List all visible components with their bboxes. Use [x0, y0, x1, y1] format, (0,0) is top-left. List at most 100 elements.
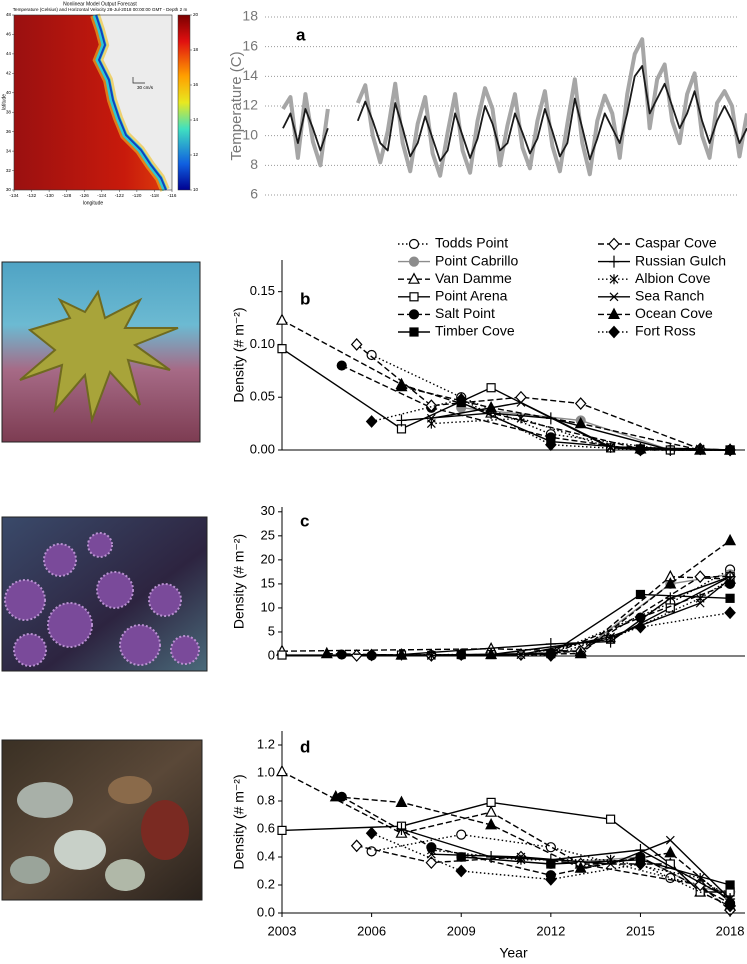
series-line	[356, 343, 731, 451]
y-tick-label: 25	[261, 527, 275, 542]
marker	[350, 338, 363, 351]
legend-marker	[408, 256, 420, 267]
colorbar-tick-label: 18	[193, 47, 199, 52]
y-tick-label: 12	[242, 97, 258, 113]
marker	[545, 842, 556, 853]
legend-entry: Van Damme	[398, 270, 512, 286]
marker	[665, 592, 676, 605]
legend-label: Van Damme	[435, 270, 512, 286]
y-tick-label: 14	[242, 67, 258, 83]
legend-label: Caspar Cove	[635, 235, 717, 251]
marker	[724, 533, 737, 546]
marker	[724, 443, 736, 457]
series-line	[371, 833, 731, 893]
marker	[694, 570, 707, 584]
y-axis-label: Density (# m⁻²)	[231, 774, 247, 869]
series-line	[431, 578, 731, 657]
map-y-tick-label: 44	[6, 51, 12, 56]
y-axis-label: Density (# m⁻²)	[231, 307, 247, 402]
x-tick-label: 2015	[626, 923, 655, 938]
legend-label: Fort Ross	[635, 323, 696, 339]
sea-star-photo	[1, 261, 201, 443]
map-scale: 30 cm/s	[137, 85, 154, 90]
marker	[396, 823, 407, 835]
legend-marker	[408, 309, 420, 320]
marker	[350, 649, 363, 662]
marker	[695, 593, 705, 604]
series-line	[281, 770, 731, 907]
legend-label: Russian Gulch	[635, 252, 726, 268]
marker	[425, 856, 438, 869]
colorbar-tick-label: 16	[193, 82, 199, 87]
map-x-tick-label: -116	[168, 193, 177, 198]
map-subtitle: Temperature (Celsius) and Horizontal Vel…	[13, 7, 188, 12]
marker	[486, 383, 496, 393]
y-tick-label: 16	[242, 37, 258, 53]
y-tick-label: 0.8	[257, 792, 275, 807]
y-tick-label: 10	[261, 599, 275, 614]
colorbar-tick-label: 20	[193, 12, 199, 17]
y-tick-label: 0.00	[250, 441, 275, 456]
legend-entry: Salt Point	[398, 305, 495, 321]
map-x-tick-label: -118	[150, 193, 159, 198]
marker	[365, 648, 378, 662]
series-line	[281, 37, 747, 178]
x-tick-label: 2006	[357, 923, 386, 938]
map-x-tick-label: -128	[62, 193, 72, 198]
urchin-photo	[1, 516, 208, 672]
x-axis-label: Year	[499, 945, 528, 961]
map-x-tick-label: -126	[80, 193, 90, 198]
y-tick-label: 0.2	[257, 876, 275, 891]
marker	[276, 764, 288, 777]
legend-entry: Todds Point	[398, 235, 508, 251]
map-x-label: longitude	[83, 200, 104, 206]
series-line	[371, 832, 731, 907]
legend-marker	[609, 292, 619, 302]
legend-entry: Albion Cove	[598, 270, 711, 286]
marker	[320, 646, 333, 659]
marker	[634, 620, 647, 634]
legend-marker	[608, 325, 620, 339]
legend-entry: Fort Ross	[598, 323, 696, 339]
legend-entry: Caspar Cove	[598, 235, 717, 251]
marker	[485, 400, 498, 413]
marker	[365, 415, 378, 428]
marker	[574, 416, 587, 429]
marker	[545, 438, 557, 452]
marker	[395, 795, 408, 807]
legend-marker	[609, 274, 619, 285]
marker	[425, 399, 438, 413]
y-tick-label: 0.0	[257, 904, 275, 919]
map-y-tick-label: 46	[6, 32, 12, 37]
marker	[545, 873, 557, 886]
legend-marker	[609, 255, 619, 268]
series-line	[282, 576, 731, 656]
map-title: Nonlinear Model Output Forecast	[63, 1, 137, 7]
y-axis-label: Density (# m⁻²)	[231, 534, 247, 629]
map-y-tick-label: 48	[6, 12, 12, 17]
x-tick-label: 2018	[716, 923, 745, 938]
legend-marker	[408, 238, 420, 250]
map-x-tick-label: -120	[132, 193, 142, 198]
abalone-photo	[1, 739, 203, 901]
series-line	[326, 540, 731, 656]
legend-entry: Point Cabrillo	[398, 252, 518, 268]
panel-label: b	[300, 289, 310, 308]
marker	[456, 852, 466, 862]
map: Nonlinear Model Output Forecast Temperat…	[1, 1, 191, 206]
marker	[606, 442, 616, 452]
colorbar	[177, 14, 191, 191]
legend-marker	[608, 237, 620, 251]
marker	[485, 818, 498, 830]
map-x-tick-label: -132	[27, 193, 37, 198]
marker	[455, 864, 468, 878]
sea-star	[19, 289, 179, 424]
colorbar-tick-label: 12	[193, 152, 199, 157]
map-x-tick-label: -130	[45, 193, 55, 198]
y-tick-label: 0.4	[257, 848, 275, 863]
marker	[277, 825, 287, 836]
legend-entry: Sea Ranch	[598, 288, 704, 304]
marker	[634, 857, 647, 871]
y-tick-label: 1.2	[257, 736, 275, 751]
map-y-tick-label: 30	[6, 187, 12, 192]
